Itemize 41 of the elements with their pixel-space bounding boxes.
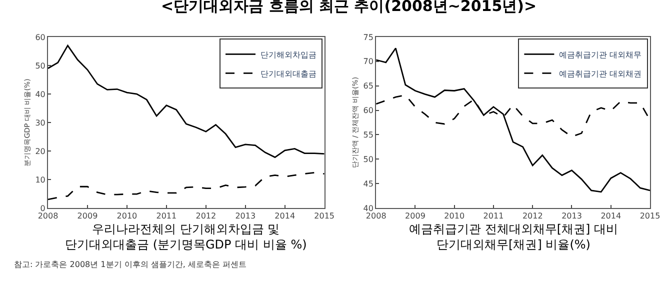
y-tick-label: 50 bbox=[363, 154, 374, 164]
y-tick-label: 60 bbox=[35, 32, 46, 42]
x-axis-title: 예금취급기관 전체대외채무[채권] 대비 단기대외채무[채권] 비율(%) bbox=[409, 222, 618, 252]
x-tick-label: 2009 bbox=[77, 212, 98, 221]
line-series bbox=[48, 172, 324, 200]
y-tick-label: 55 bbox=[363, 130, 374, 140]
legend-label: 예금취급기관 대외채권 bbox=[559, 69, 642, 78]
x-axis-title: 우리나라전체의 단기해외차입금 및 단기대외대출금 (분기명목GDP 대비 비율 %) bbox=[65, 222, 307, 252]
legend-label: 단기대외대출금 bbox=[260, 69, 317, 78]
x-tick-label: 2011 bbox=[156, 212, 177, 221]
text: 참고: 가로축은 2008년 1분기 이후의 샘플기간, 세로축은 퍼센트 bbox=[14, 260, 246, 269]
legend-label: 예금취급기관 대외채무 bbox=[559, 50, 642, 60]
y-tick-label: 10 bbox=[35, 175, 46, 184]
legend-label: 단기해외차입금 bbox=[260, 50, 317, 60]
x-tick-label: 2015 bbox=[314, 212, 334, 221]
x-tick-label: 2008 bbox=[38, 212, 58, 221]
y-tick-label: 60 bbox=[363, 106, 374, 116]
x-tick-label: 2010 bbox=[116, 212, 138, 221]
x-tick-label: 2014 bbox=[274, 212, 296, 221]
y-tick-label: 65 bbox=[363, 82, 374, 91]
x-tick-label: 2013 bbox=[235, 212, 256, 221]
y-tick-label: 20 bbox=[35, 146, 46, 156]
x-tick-label: 2008 bbox=[366, 212, 386, 221]
x-tick-label: 2012 bbox=[522, 212, 543, 221]
x-tick-label: 2011 bbox=[483, 212, 504, 221]
y-tick-label: 45 bbox=[363, 179, 374, 188]
y-tick-label: 40 bbox=[363, 204, 374, 213]
y-tick-label: 50 bbox=[35, 61, 46, 70]
y-tick-label: 0 bbox=[40, 204, 46, 213]
y-tick-label: 40 bbox=[35, 90, 46, 99]
line-series bbox=[376, 48, 650, 193]
y-tick-label: 30 bbox=[35, 118, 46, 128]
x-tick-label: 2010 bbox=[444, 212, 465, 221]
y-tick-label: 75 bbox=[363, 32, 374, 42]
x-tick-label: 2009 bbox=[405, 212, 426, 221]
y-tick-label: 70 bbox=[363, 57, 374, 66]
x-tick-label: 2012 bbox=[196, 212, 216, 221]
x-tick-label: 2014 bbox=[600, 212, 622, 221]
x-tick-label: 2015 bbox=[640, 212, 660, 221]
x-tick-label: 2013 bbox=[562, 212, 582, 221]
line-series bbox=[48, 44, 324, 158]
